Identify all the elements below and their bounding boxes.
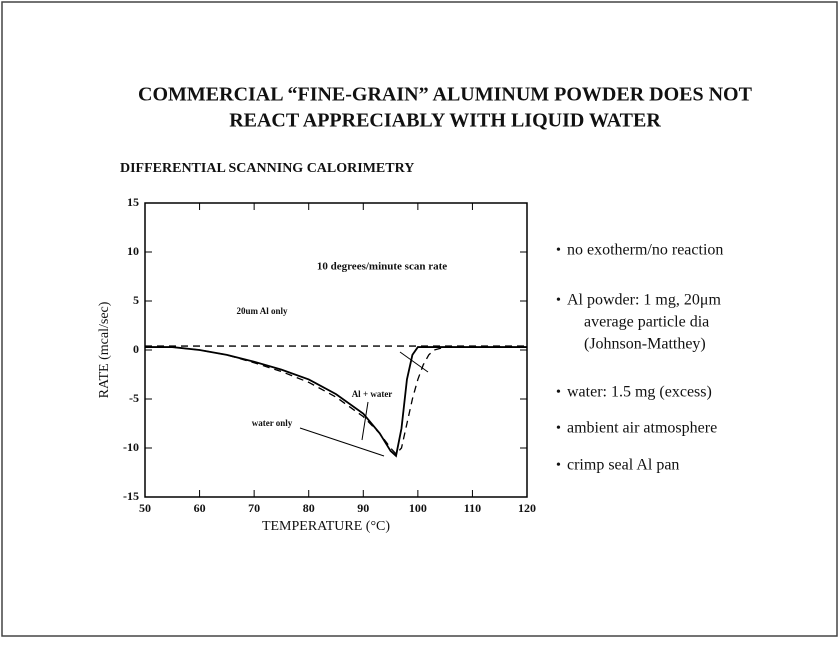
title-line: COMMERCIAL “FINE-GRAIN” ALUMINUM POWDER …: [138, 84, 753, 106]
y-tick-label: 5: [133, 293, 139, 307]
x-tick-label: 100: [409, 501, 427, 515]
pointer: [361, 401, 369, 441]
annotation: 10 degrees/minute scan rate: [317, 261, 447, 273]
x-axis-label: TEMPERATURE (°C): [262, 519, 390, 534]
subtitle: DIFFERENTIAL SCANNING CALORIMETRY: [120, 161, 414, 176]
pointer: [399, 351, 429, 373]
slide-border: [1, 1, 838, 637]
bullet-text: ambient air atmosphere: [567, 420, 717, 437]
x-tick-label: 60: [194, 501, 206, 515]
bullet-text: Al powder: 1 mg, 20μm: [567, 292, 721, 309]
x-tick-label: 110: [464, 501, 481, 515]
title-line: REACT APPRECIABLY WITH LIQUID WATER: [229, 110, 661, 132]
bullet-dot: •: [556, 458, 561, 473]
pointer: [299, 427, 385, 457]
bullet-text: average particle dia: [584, 314, 709, 331]
bullet-text: no exotherm/no reaction: [567, 242, 723, 259]
y-tick-label: -5: [129, 391, 139, 405]
x-tick-label: 120: [518, 501, 536, 515]
y-tick-label: -10: [123, 440, 139, 454]
y-axis-label: RATE (mcal/sec): [97, 301, 112, 398]
x-tick-label: 50: [139, 501, 151, 515]
bullet-dot: •: [556, 385, 561, 400]
series-line: [145, 346, 527, 458]
x-tick-label: 70: [248, 501, 260, 515]
y-tick-label: 0: [133, 342, 139, 356]
y-tick-label: 15: [127, 195, 139, 209]
bullet-dot: •: [556, 243, 561, 258]
bullet-text: crimp seal Al pan: [567, 457, 679, 474]
bullet-text: water: 1.5 mg (excess): [567, 384, 712, 401]
x-tick-label: 90: [357, 501, 369, 515]
y-tick-label: -15: [123, 489, 139, 503]
series-label: water only: [252, 418, 293, 428]
series-label: Al + water: [352, 389, 393, 399]
x-tick-label: 80: [303, 501, 315, 515]
bullet-dot: •: [556, 293, 561, 308]
bullet-text: (Johnson-Matthey): [584, 336, 706, 353]
bullet-dot: •: [556, 421, 561, 436]
y-tick-label: 10: [127, 244, 139, 258]
series-label: 20um Al only: [236, 306, 288, 316]
